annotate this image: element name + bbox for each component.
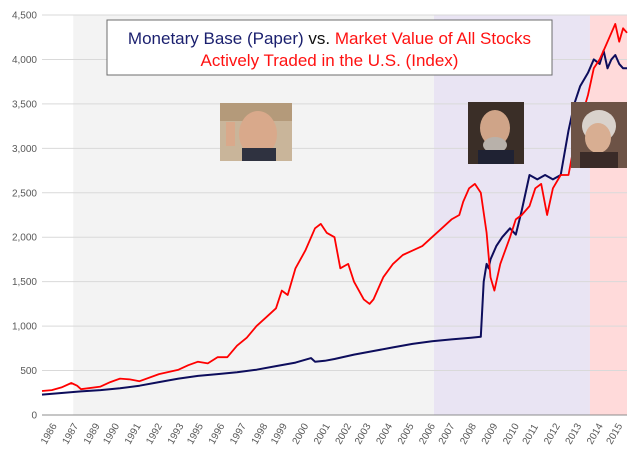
y-tick-label: 1,000 <box>12 322 37 333</box>
portrait-greenspan <box>220 103 292 161</box>
y-tick-label: 2,500 <box>12 188 37 199</box>
x-tick-label: 1993 <box>166 421 187 446</box>
title-vs: vs. <box>304 29 335 48</box>
x-tick-label: 1991 <box>123 421 144 446</box>
era-bands <box>73 15 627 415</box>
x-tick-label: 2004 <box>374 421 395 446</box>
portrait-bernanke <box>468 102 524 164</box>
x-tick-label: 2015 <box>605 421 626 446</box>
x-tick-label: 2011 <box>521 422 541 447</box>
era-band-yellen <box>589 15 627 415</box>
y-tick-label: 0 <box>31 411 37 422</box>
y-tick-label: 1,500 <box>12 277 37 288</box>
x-tick-label: 2001 <box>312 421 333 446</box>
y-tick-label: 2,000 <box>12 233 37 244</box>
x-tick-label: 1987 <box>61 421 82 446</box>
x-tick-label: 1998 <box>250 421 271 446</box>
chart-title-line2: Actively Traded in the U.S. (Index) <box>201 51 459 70</box>
x-tick-label: 1999 <box>269 421 290 446</box>
title-series-blue: Monetary Base (Paper) <box>128 29 304 48</box>
x-tick-label: 2006 <box>417 421 438 446</box>
x-tick-label: 1989 <box>82 421 103 446</box>
y-axis-ticks: 0 500 1,000 1,500 2,000 2,500 3,000 3,500 4,000 4… <box>12 11 37 422</box>
x-tick-label: 1990 <box>101 421 122 446</box>
x-tick-label: 1995 <box>185 421 206 446</box>
x-tick-label: 2000 <box>291 421 312 446</box>
title-series-red: Market Value of All Stocks <box>335 29 531 48</box>
x-tick-label: 2009 <box>480 421 501 446</box>
chart-title-line1: Monetary Base (Paper) vs. Market Value o… <box>128 29 531 48</box>
x-tick-label: 2002 <box>334 421 355 446</box>
series-line-monetary-base <box>41 49 627 396</box>
y-tick-label: 3,000 <box>12 144 37 155</box>
x-tick-label: 1992 <box>144 421 165 446</box>
x-tick-label: 1997 <box>228 421 249 446</box>
x-tick-label: 2008 <box>458 421 479 446</box>
x-tick-label: 2012 <box>542 421 563 446</box>
y-tick-label: 3,500 <box>12 99 37 110</box>
series-line-stock-market-value <box>41 22 628 392</box>
x-tick-label: 1996 <box>207 421 228 446</box>
x-tick-label: 2014 <box>585 421 606 446</box>
x-tick-label: 2013 <box>564 421 585 446</box>
portrait-yellen <box>571 102 627 168</box>
x-tick-label: 2007 <box>437 421 458 446</box>
y-tick-label: 4,000 <box>12 55 37 66</box>
y-tick-label: 500 <box>20 366 37 377</box>
x-tick-label: 2010 <box>501 421 522 446</box>
y-tick-label: 4,500 <box>12 11 37 22</box>
x-tick-label: 2003 <box>353 421 374 446</box>
title-box <box>106 19 553 76</box>
era-band-greenspan <box>73 15 434 415</box>
series-lines <box>41 22 628 396</box>
x-tick-label: 1986 <box>39 421 60 446</box>
x-tick-label: 2005 <box>396 421 417 446</box>
